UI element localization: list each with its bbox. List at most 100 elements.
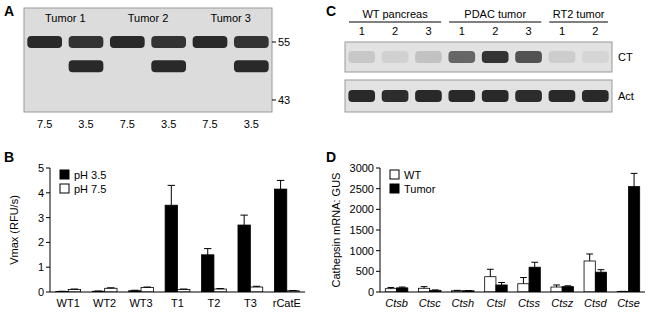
- y-tick-label: 1500: [350, 224, 374, 236]
- y-tick: [376, 271, 380, 272]
- y-tick: [376, 168, 380, 169]
- lane-label: 3.5: [78, 118, 93, 130]
- bar: [628, 187, 639, 292]
- error-line: [534, 262, 535, 267]
- band: [151, 36, 186, 48]
- x-axis: [50, 292, 305, 293]
- error-cap: [564, 285, 571, 286]
- bar: [238, 225, 250, 292]
- bar: [250, 287, 262, 292]
- y-tick-label: 2500: [350, 183, 374, 195]
- error-cap: [553, 284, 560, 285]
- error-bar: [631, 173, 638, 186]
- error-cap: [586, 253, 593, 254]
- error-bar: [465, 290, 472, 291]
- group-underline: [549, 22, 608, 23]
- y-tick: [46, 192, 50, 193]
- x-tick-label: Ctsc: [419, 297, 442, 309]
- blot-background: [345, 42, 612, 72]
- error-cap: [277, 180, 284, 181]
- lane-label: 3.5: [244, 118, 259, 130]
- error-cap: [71, 289, 78, 290]
- error-bar: [216, 288, 223, 289]
- marker-tick: [272, 100, 276, 101]
- error-bar: [388, 287, 395, 288]
- legend-swatch: [60, 184, 69, 193]
- lane-label: 2: [392, 25, 398, 37]
- error-line: [280, 180, 281, 189]
- group-label: PDAC tumor: [464, 8, 526, 20]
- lane-label: 3: [526, 25, 532, 37]
- band: [110, 36, 145, 48]
- error-bar: [71, 289, 78, 290]
- y-tick-label: 1000: [350, 245, 374, 257]
- bar: [202, 255, 214, 292]
- blot-background: [345, 80, 612, 112]
- lane-label: 1: [359, 25, 365, 37]
- bar: [485, 277, 496, 292]
- y-tick: [376, 188, 380, 189]
- error-bar: [531, 262, 538, 267]
- error-cap: [520, 277, 527, 278]
- error-line: [207, 249, 208, 255]
- group-label: WT pancreas: [362, 8, 428, 20]
- error-cap: [168, 185, 175, 186]
- error-bar: [204, 249, 211, 255]
- y-tick: [376, 209, 380, 210]
- bar: [165, 205, 177, 292]
- x-tick-label: Ctss: [518, 297, 541, 309]
- band: [193, 36, 228, 48]
- lane-label: 1: [459, 25, 465, 37]
- bar: [551, 287, 562, 292]
- error-bar: [598, 270, 605, 272]
- y-tick: [376, 230, 380, 231]
- lane-label: 3: [425, 25, 431, 37]
- lane-label: 2: [492, 25, 498, 37]
- error-cap: [216, 288, 223, 289]
- band: [448, 51, 475, 63]
- error-cap: [498, 282, 505, 283]
- error-bar: [586, 254, 593, 261]
- group-label: RT2 tumor: [553, 8, 605, 20]
- y-tick: [46, 267, 50, 268]
- lane-label: 3.5: [161, 118, 176, 130]
- lane-label: 2: [592, 25, 598, 37]
- x-tick-label: T2: [208, 297, 221, 309]
- band: [549, 51, 576, 63]
- bar: [418, 288, 429, 292]
- panel-label: C: [326, 3, 336, 19]
- error-line: [523, 278, 524, 284]
- group-label: Tumor 3: [210, 12, 251, 24]
- y-tick: [46, 217, 50, 218]
- lane-label: 7.5: [37, 118, 52, 130]
- y-tick-label: 3: [38, 212, 44, 224]
- band: [382, 90, 409, 102]
- bar: [496, 285, 507, 292]
- error-cap: [253, 286, 260, 287]
- band: [549, 90, 576, 102]
- band: [234, 36, 269, 48]
- band: [27, 36, 62, 48]
- band: [151, 60, 186, 72]
- blot-background: [24, 8, 272, 112]
- x-tick-label: Ctsd: [584, 297, 608, 309]
- error-bar: [107, 287, 114, 288]
- error-bar: [553, 285, 560, 287]
- lane-label: 7.5: [202, 118, 217, 130]
- y-axis-label: Cathepsin mRNA: GUS: [330, 173, 342, 288]
- band: [348, 90, 375, 102]
- error-line: [589, 254, 590, 261]
- error-bar: [144, 287, 151, 288]
- error-cap: [144, 287, 151, 288]
- band: [482, 51, 509, 63]
- error-bar: [180, 289, 187, 290]
- x-tick-label: Ctsl: [486, 297, 506, 309]
- error-cap: [631, 173, 638, 174]
- x-tick-label: Ctsz: [551, 297, 574, 309]
- band: [69, 36, 104, 48]
- error-bar: [240, 215, 247, 225]
- error-bar: [564, 285, 571, 287]
- y-tick-label: 4: [38, 187, 44, 199]
- y-tick-label: 2000: [350, 203, 374, 215]
- error-bar: [131, 290, 138, 291]
